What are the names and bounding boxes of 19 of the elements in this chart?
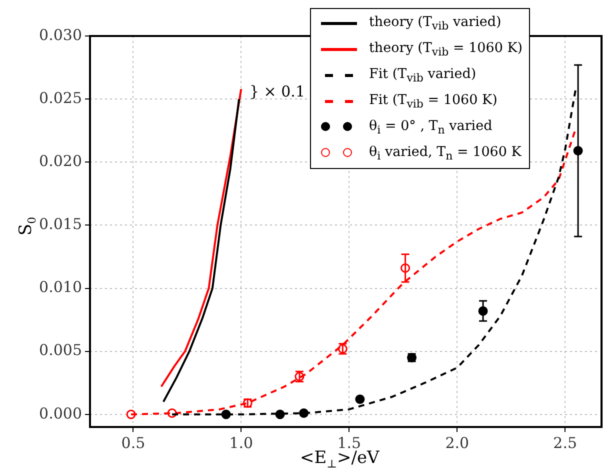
y-tick-label: 0.020 bbox=[39, 152, 82, 170]
annotation: } × 0.1 bbox=[249, 82, 306, 101]
x-tick-label: 2.0 bbox=[445, 434, 470, 452]
y-tick-label: 0.005 bbox=[39, 341, 82, 360]
y-tick-label: 0.010 bbox=[39, 278, 82, 296]
x-tick-label: 1.0 bbox=[229, 434, 254, 452]
y-tick-label: 0.030 bbox=[39, 26, 82, 44]
y-tick-label: 0.000 bbox=[39, 404, 82, 422]
legend-label: theory (T$_{vib}$ = 1060 K) bbox=[369, 40, 523, 58]
point bbox=[355, 394, 365, 404]
legend-label: Fit (T$_{vib}$ varied) bbox=[369, 66, 476, 84]
y-tick-label: 0.015 bbox=[39, 215, 82, 234]
legend-label: theory (T$_{vib}$ varied) bbox=[369, 14, 502, 32]
legend-label: θ$_{i}$ varied, T$_{n}$ = 1060 K bbox=[369, 144, 522, 162]
y-tick-label: 0.025 bbox=[39, 88, 82, 107]
legend-label: θ$_{i}$ = 0° , T$_{n}$ varied bbox=[369, 118, 492, 136]
x-tick-label: 2.5 bbox=[553, 434, 578, 452]
x-tick-label: 0.5 bbox=[121, 434, 146, 452]
legend-label: Fit (T$_{vib}$ = 1060 K) bbox=[369, 92, 498, 110]
